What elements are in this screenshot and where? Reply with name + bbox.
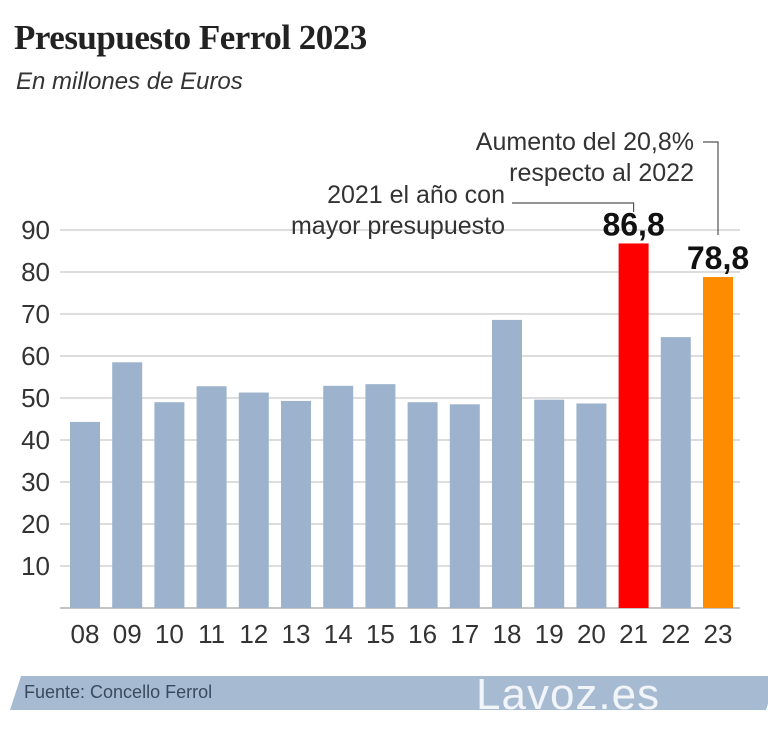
y-tick-label: 40 xyxy=(21,425,50,455)
x-tick-label: 14 xyxy=(324,619,353,649)
x-tick-label: 16 xyxy=(408,619,437,649)
bar-17 xyxy=(449,404,480,608)
x-tick-labels: 08 09 10 11 12 13 14 15 16 17 18 19 20 21 22 23 xyxy=(71,619,733,649)
bar-14 xyxy=(323,385,354,608)
bar-15 xyxy=(365,384,396,608)
y-tick-label: 80 xyxy=(21,257,50,287)
bar-19 xyxy=(534,399,565,608)
x-tick-label: 17 xyxy=(450,619,479,649)
bar-20 xyxy=(576,403,607,608)
annotation-leader xyxy=(703,141,719,235)
bars xyxy=(70,243,733,608)
x-tick-label: 09 xyxy=(113,619,142,649)
bar-09 xyxy=(112,362,143,608)
y-tick-labels: 10 20 30 40 50 60 70 80 90 xyxy=(21,215,50,581)
y-tick-label: 30 xyxy=(21,467,50,497)
x-tick-label: 11 xyxy=(198,619,225,649)
data-label-23: 78,8 xyxy=(687,240,749,276)
annotation-text: mayor presupuesto xyxy=(291,212,505,240)
bar-12 xyxy=(238,392,269,608)
bar-10 xyxy=(154,402,185,608)
annotations: 2021 el año con mayor presupuesto Aumento … xyxy=(291,128,719,240)
bar-13 xyxy=(281,400,311,608)
x-tick-label: 19 xyxy=(535,619,564,649)
y-tick-label: 50 xyxy=(21,383,50,413)
x-tick-label: 13 xyxy=(282,619,311,649)
y-tick-label: 20 xyxy=(21,509,50,539)
annotation-text: 2021 el año con xyxy=(327,181,505,209)
x-tick-label: 10 xyxy=(155,619,184,649)
y-tick-label: 60 xyxy=(21,341,50,371)
x-tick-label: 21 xyxy=(619,619,648,649)
chart-subtitle: En millones de Euros xyxy=(16,68,243,95)
x-tick-label: 23 xyxy=(704,619,733,649)
footer: Fuente: Concello Ferrol Lavoz.es xyxy=(0,670,768,719)
x-tick-label: 18 xyxy=(493,619,522,649)
bar-11 xyxy=(196,386,227,608)
x-tick-label: 08 xyxy=(71,619,100,649)
annotation-leader xyxy=(512,202,635,212)
x-tick-label: 20 xyxy=(577,619,606,649)
source-note: Fuente: Concello Ferrol xyxy=(24,682,213,702)
bar-21 xyxy=(618,243,649,608)
x-tick-label: 12 xyxy=(239,619,268,649)
y-tick-label: 90 xyxy=(21,215,50,245)
annotation-text: Aumento del 20,8% xyxy=(476,128,694,156)
watermark-logo: Lavoz.es xyxy=(476,670,661,719)
data-labels: 86,8 78,8 xyxy=(602,206,749,276)
bar-16 xyxy=(407,402,438,608)
bar-08 xyxy=(70,421,100,608)
annotation-text: respecto al 2022 xyxy=(509,159,694,187)
y-tick-label: 10 xyxy=(21,551,50,581)
chart-title: Presupuesto Ferrol 2023 xyxy=(14,18,367,57)
bar-22 xyxy=(660,337,691,608)
data-label-21: 86,8 xyxy=(602,206,664,242)
x-tick-label: 15 xyxy=(366,619,395,649)
x-tick-label: 22 xyxy=(661,619,690,649)
y-tick-label: 70 xyxy=(21,299,50,329)
bar-23 xyxy=(703,277,733,608)
bar-18 xyxy=(492,319,522,608)
